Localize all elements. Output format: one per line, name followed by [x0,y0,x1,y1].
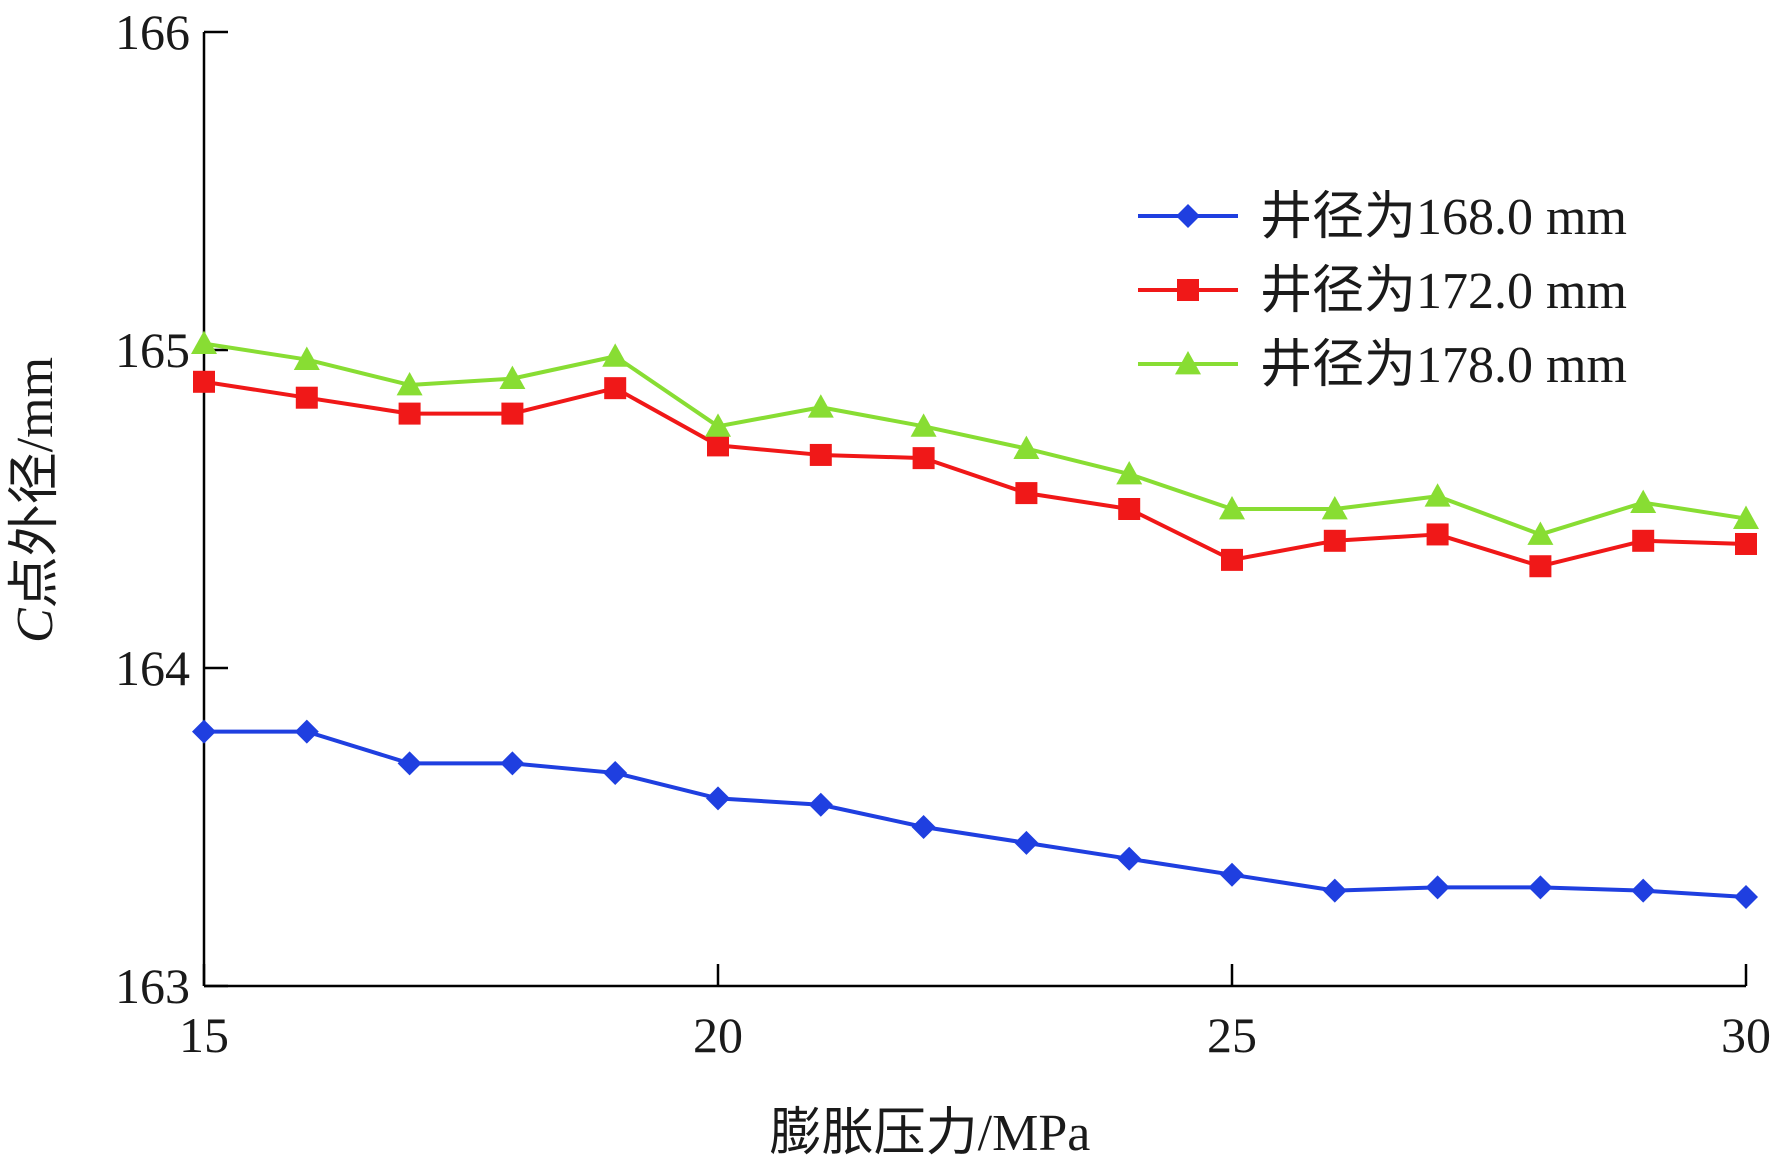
data-point [1527,521,1554,545]
axes [202,32,1746,988]
data-point [192,719,216,744]
data-point [1116,461,1143,485]
legend-marker [1177,279,1199,301]
y-tick-label: 163 [115,958,190,1014]
data-point [911,815,936,839]
x-tick-label: 15 [179,1007,229,1063]
data-point [1426,523,1449,546]
data-point [501,402,524,425]
legend-label: 井径为172.0 mm [1260,263,1627,320]
legend-item: 井径为168.0 mm [1138,189,1627,246]
y-axis-label-rest: 点外径/mm [7,357,64,608]
y-tick-label: 165 [115,322,190,378]
data-point [397,751,422,776]
data-point [1014,830,1039,855]
data-point [912,447,935,470]
legend-label: 井径为178.0 mm [1260,337,1627,394]
data-point [294,719,319,744]
data-point [1630,489,1657,514]
data-point [398,402,421,425]
data-point [808,792,833,817]
legend-item: 井径为178.0 mm [1138,337,1627,394]
data-point [193,370,215,393]
x-tick-label: 25 [1207,1007,1257,1063]
x-tick-label: 20 [693,1007,743,1063]
data-point [191,330,217,355]
series-diamond [192,719,1758,909]
data-point [499,365,526,390]
data-point [295,386,318,409]
data-point [1632,529,1655,552]
x-tick-label: 30 [1721,1007,1771,1063]
data-point [500,751,525,776]
series-triangle [191,330,1759,545]
data-point [1733,505,1759,529]
data-point [1013,435,1040,459]
data-point [1529,555,1552,578]
y-tick-label: 164 [115,640,190,696]
data-point [1321,496,1348,520]
data-point [1631,878,1656,903]
y-axis-label-italic: C [7,607,64,643]
data-point [1117,846,1142,871]
data-point [705,413,731,437]
data-point [1221,548,1243,571]
data-point [396,371,423,396]
y-tick-label: 166 [115,4,190,60]
legend-marker [1176,204,1200,228]
data-point [602,343,629,367]
data-point [1118,498,1141,520]
data-point [809,443,832,466]
data-point [1219,496,1245,520]
data-point [1220,862,1244,887]
data-point [1734,884,1758,909]
data-point [1528,875,1553,900]
axis-ticks: 163 164 165 166 15 20 25 30 [115,4,1771,1063]
data-point [293,346,320,370]
data-point [604,377,627,400]
data-point [706,786,730,811]
series-line [204,729,1747,899]
series-line [203,379,1747,569]
data-point [1735,532,1757,555]
series-square [193,370,1757,578]
legend-marker [1175,351,1201,375]
data-point [707,434,729,457]
data-point [1323,529,1346,552]
data-point [1424,483,1451,507]
x-axis-label: 膨胀压力/MPa [770,1105,1091,1162]
legend-label: 井径为168.0 mm [1260,189,1627,246]
data-point [1425,875,1450,900]
series-line [203,341,1747,537]
data-point [1322,878,1347,903]
data-point [603,760,628,785]
data-point [807,394,834,418]
data-point [910,413,937,437]
y-axis-label: C点外径/mm [7,357,64,643]
series-lines [191,330,1759,909]
legend-item: 井径为172.0 mm [1138,263,1627,320]
legend: 井径为168.0 mm 井径为172.0 mm 井径为178.0 mm [1138,189,1627,394]
data-point [1015,482,1038,505]
